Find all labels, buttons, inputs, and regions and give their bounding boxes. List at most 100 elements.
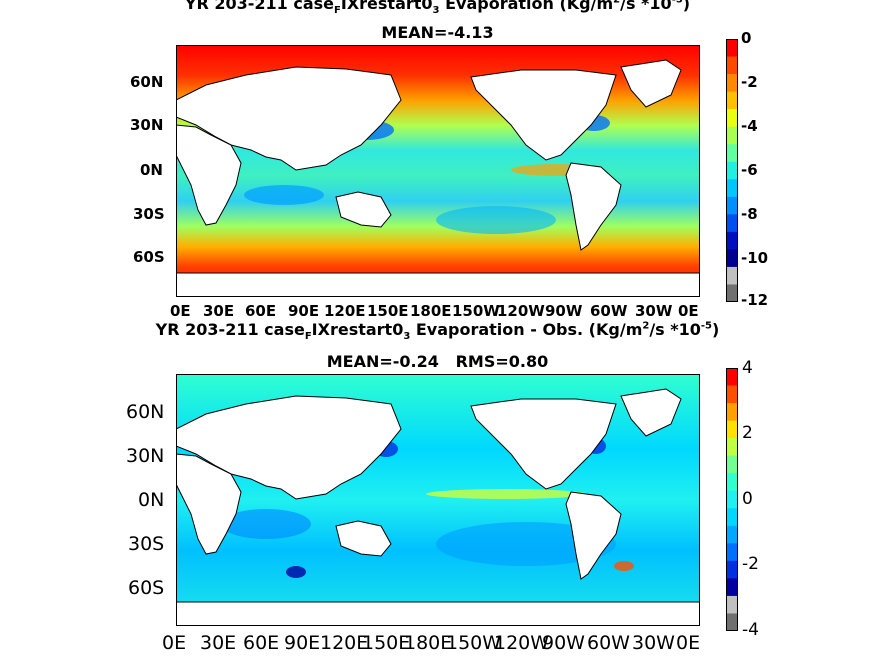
colorbar2-swatch (726, 403, 738, 422)
panel1-pacific-feature (436, 206, 556, 234)
panel2-ytick-30S: 30S (128, 533, 165, 555)
panel2-ytick-60N: 60N (126, 401, 165, 423)
panel1-xtick: 120E (324, 302, 366, 320)
panel1-cb-tick: -10 (741, 249, 769, 267)
colorbar2-swatch (726, 508, 738, 527)
panel1-north-america (470, 69, 617, 161)
colorbar2-swatch (726, 560, 738, 579)
panel1-title-line1: YR 203-211 caseFIXrestart03 Evaporation … (184, 0, 691, 17)
panel1-cb-tick: 0 (741, 29, 752, 47)
panel1-xtick: 90W (545, 302, 583, 320)
panel2-xtick: 0E (162, 632, 187, 654)
panel1-xtick: 60W (590, 302, 628, 320)
panel2-xtick: 150E (362, 632, 411, 654)
panel2-australia (335, 520, 392, 557)
panel2-title-line2: MEAN=-0.24 RMS=0.80 (326, 352, 549, 371)
panel2-cb-tick: 2 (742, 423, 753, 443)
panel2-ytick-0N: 0N (138, 489, 165, 511)
panel2-cb-tick: 4 (742, 358, 753, 378)
colorbar1-swatch (726, 249, 738, 268)
colorbar1-swatch (726, 161, 738, 180)
panel1-colorbar (726, 39, 738, 302)
panel1-xtick: 180E (410, 302, 452, 320)
colorbar1-frame (726, 39, 738, 302)
colorbar2-swatch (726, 525, 738, 544)
panel2-xtick: 90E (284, 632, 321, 654)
colorbar1-swatch (726, 266, 738, 285)
panel1-xtick: 60E (245, 302, 277, 320)
panel1-cb-tick: -6 (741, 161, 758, 179)
colorbar1-swatch (726, 126, 738, 145)
colorbar2-swatch (726, 613, 738, 631)
panel1-xtick: 0E (678, 302, 699, 320)
colorbar2-swatch (726, 385, 738, 404)
panel2-xtick: 60W (587, 632, 630, 654)
panel1-cb-tick: -8 (741, 205, 758, 223)
colorbar1-swatch (726, 179, 738, 198)
colorbar1-swatch (726, 91, 738, 110)
panel2-cb-tick: 0 (742, 489, 753, 509)
colorbar1-swatch (726, 284, 738, 302)
panel2-antarctica-edge (176, 601, 700, 626)
panel2-title-line1: YR 203-211 caseFIXrestart03 Evaporation … (155, 320, 720, 343)
panel1-xtick: 150E (367, 302, 409, 320)
panel1-title-line2: MEAN=-4.13 (381, 23, 494, 42)
panel2-greenland (620, 388, 682, 437)
panel2-cb-tick: -4 (742, 620, 759, 640)
panel1-cb-tick: -2 (741, 73, 758, 91)
colorbar1-swatch (726, 39, 738, 58)
colorbar2-swatch (726, 543, 738, 562)
panel2-eq-warm-band (426, 489, 586, 499)
panel1-ytick-30N: 30N (130, 116, 164, 134)
colorbar1-swatch (726, 231, 738, 250)
panel2-falkland-high (614, 561, 634, 571)
panel1-indian-feature (244, 185, 324, 205)
panel2-south-america (565, 491, 622, 580)
colorbar1-swatch (726, 109, 738, 128)
panel1-ytick-30S: 30S (133, 205, 165, 223)
colorbar2-swatch (726, 595, 738, 614)
panel1-xtick: 30E (203, 302, 235, 320)
panel2-map (176, 374, 700, 626)
panel2-xticks: 0E 30E 60E 90E 120E 150E 180E 150W 120W … (0, 632, 875, 654)
colorbar2-swatch (726, 455, 738, 474)
panel1-xtick: 0E (170, 302, 191, 320)
panel2-southern-low (286, 566, 306, 578)
colorbar1-swatch (726, 56, 738, 75)
panel2-north-america (470, 398, 617, 490)
panel2-indian-low (221, 509, 311, 539)
panel2-xtick: 150W (446, 632, 502, 654)
colorbar2-swatch (726, 368, 738, 387)
panel1-map (176, 45, 700, 297)
colorbar1-swatch (726, 74, 738, 93)
panel1-ytick-0N: 0N (140, 161, 163, 179)
colorbar2-swatch (726, 473, 738, 492)
colorbar2-frame (726, 368, 738, 631)
panel2-xtick: 30E (200, 632, 237, 654)
panel2-xtick: 0E (676, 632, 701, 654)
panel2-colorbar (726, 368, 738, 631)
panel1-south-america (565, 162, 622, 251)
panel1-xtick: 90E (288, 302, 320, 320)
panel1-ytick-60S: 60S (133, 248, 165, 266)
panel1-cb-tick: -4 (741, 117, 758, 135)
panel1-cb-tick: -12 (741, 291, 769, 309)
panel2-xtick: 180E (404, 632, 453, 654)
panel1-antarctica-edge (176, 272, 700, 297)
panel2-xtick: 60E (243, 632, 280, 654)
panel1-xticks: 0E 30E 60E 90E 120E 150E 180E 150W 120W … (0, 302, 875, 322)
panel2-land (176, 388, 700, 626)
panel1-xtick: 30W (635, 302, 673, 320)
panel2-xtick: 120E (320, 632, 369, 654)
colorbar1-swatch (726, 144, 738, 163)
panel2-xtick: 90W (542, 632, 585, 654)
panel2-xtick: 30W (632, 632, 675, 654)
panel1-xtick: 150W (452, 302, 500, 320)
panel2-south-pacific-low (436, 522, 616, 566)
colorbar1-swatch (726, 214, 738, 233)
panel2-ytick-60S: 60S (128, 577, 165, 599)
panel1-africa (176, 124, 242, 226)
panel2-cb-tick: -2 (742, 554, 759, 574)
colorbar2-swatch (726, 578, 738, 597)
panel2-ytick-30N: 30N (126, 445, 165, 467)
